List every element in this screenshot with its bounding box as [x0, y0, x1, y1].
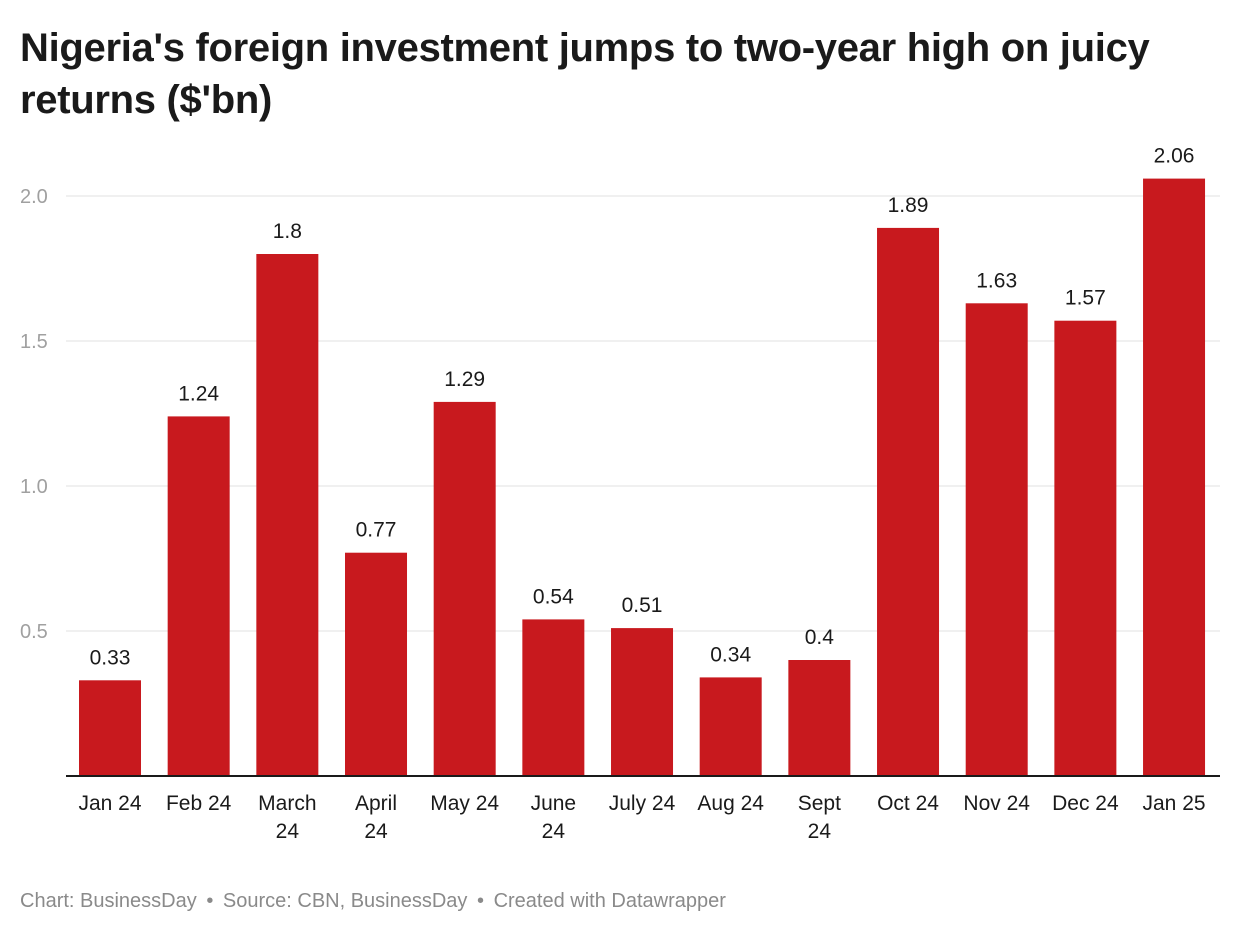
- x-tick-label: May 24: [430, 792, 499, 815]
- value-label: 0.34: [710, 643, 751, 666]
- bar: [345, 552, 408, 776]
- value-label: 1.57: [1065, 287, 1106, 310]
- x-tick-label: Feb 24: [166, 792, 232, 815]
- value-label: 1.63: [976, 269, 1017, 292]
- bar: [167, 416, 230, 776]
- x-tick-label: July 24: [609, 792, 676, 815]
- value-label: 1.89: [888, 194, 929, 217]
- y-tick-label: 0.5: [20, 621, 48, 643]
- value-label: 0.54: [533, 585, 574, 608]
- value-label: 1.29: [444, 368, 485, 391]
- bar: [1143, 178, 1206, 777]
- chart-footer: Chart: BusinessDay • Source: CBN, Busine…: [20, 890, 726, 913]
- x-tick-label: Aug 24: [697, 792, 764, 815]
- value-label: 1.8: [273, 220, 302, 243]
- x-tick-label: March 24: [258, 792, 316, 843]
- y-axis-tick-labels: 0.5 1.0 1.5 2.0: [20, 186, 48, 643]
- bar: [611, 628, 674, 776]
- x-tick-label: Oct 24: [877, 792, 939, 815]
- bar: [79, 680, 141, 776]
- bar: [699, 677, 762, 776]
- value-labels: 0.33 1.24 1.8 0.77 1.29 0.54 0.51 0.34 0.4 1.89 1.…: [90, 145, 1195, 670]
- chart-credit: Chart: BusinessDay: [20, 890, 197, 912]
- x-axis-tick-labels: Jan 24 Feb 24 March 24 April 24 May 24 June 24 Ju…: [78, 792, 1205, 843]
- created-with-note: Created with Datawrapper: [493, 890, 726, 912]
- footer-separator: •: [206, 890, 214, 912]
- footer-separator: •: [477, 890, 485, 912]
- bar: [1054, 320, 1117, 776]
- x-tick-label: Dec 24: [1052, 792, 1119, 815]
- bars: [79, 178, 1206, 777]
- chart-title: Nigeria's foreign investment jumps to tw…: [20, 26, 1150, 122]
- value-label: 1.24: [178, 382, 219, 405]
- x-tick-label: Nov 24: [963, 792, 1030, 815]
- value-label: 0.4: [805, 626, 835, 649]
- bar: [965, 303, 1028, 776]
- bar: [877, 227, 940, 776]
- value-label: 0.77: [356, 519, 397, 542]
- bar: [256, 254, 319, 776]
- x-tick-label: June 24: [531, 792, 577, 843]
- bar: [788, 660, 851, 776]
- x-tick-label: Jan 24: [78, 792, 141, 815]
- value-label: 2.06: [1154, 145, 1195, 168]
- grid-lines: [66, 195, 1220, 632]
- bar: [433, 401, 496, 776]
- x-tick-label: Jan 25: [1143, 792, 1206, 815]
- x-tick-label: Sept 24: [798, 792, 841, 843]
- y-tick-label: 2.0: [20, 186, 48, 208]
- value-label: 0.33: [90, 646, 131, 669]
- x-tick-label: April 24: [355, 792, 397, 843]
- y-tick-label: 1.0: [20, 476, 48, 498]
- source-note: Source: CBN, BusinessDay: [222, 890, 468, 912]
- value-label: 0.51: [622, 594, 663, 617]
- bar: [522, 619, 585, 776]
- y-tick-label: 1.5: [20, 331, 48, 353]
